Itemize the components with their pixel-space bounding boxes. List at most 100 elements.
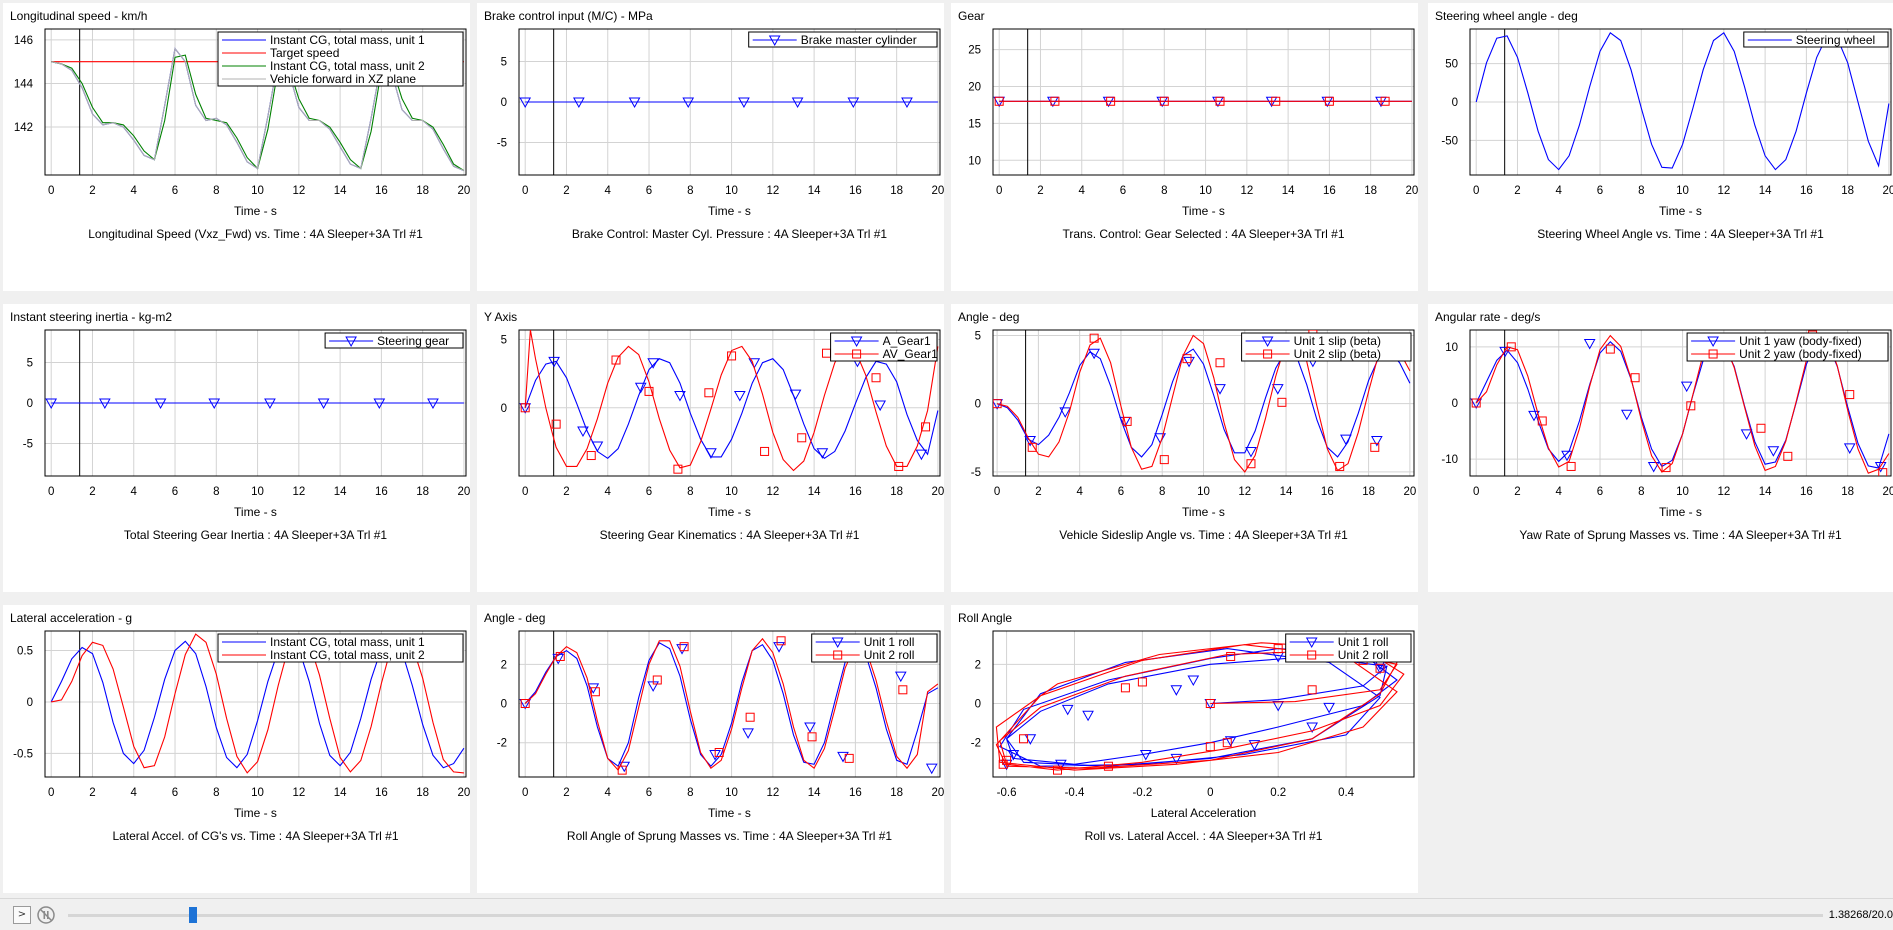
x-tick-label: 14 xyxy=(808,185,821,197)
chart-title: Y Axis xyxy=(484,310,517,324)
series-marker xyxy=(1120,683,1130,693)
series-marker xyxy=(1183,356,1195,368)
chart-long-speed: Longitudinal speed - km/h 0 2 4 6 8 10 12 14 16 18… xyxy=(10,9,470,241)
x-tick-label: 10 xyxy=(1676,486,1689,498)
x-tick-label: 16 xyxy=(375,486,388,498)
chart-roll-vs-lat: Roll Angle -0.6 -0.4 -0.2 0 0.2 0.4 -2 0 2 Unit 1 … xyxy=(958,611,1415,843)
series-marker xyxy=(1106,96,1116,106)
x-axis-label: Time - s xyxy=(1182,505,1225,519)
x-tick-label: 16 xyxy=(1800,486,1813,498)
chart-panel-steer-angle[interactable]: Steering wheel angle - deg 0 2 4 6 8 10 12 14 16 1… xyxy=(1428,3,1893,291)
chart-caption: Brake Control: Master Cyl. Pressure : 4A… xyxy=(572,227,887,241)
series-marker xyxy=(1686,401,1696,411)
x-tick-label: 0 xyxy=(48,486,54,498)
x-tick-label: 18 xyxy=(1841,185,1854,197)
chart-steer-kin: Y Axis 0 2 4 6 8 10 12 14 16 18 20 0 5 A_Gear1AV_Gear1… xyxy=(484,310,944,542)
stop-button[interactable] xyxy=(36,905,56,925)
x-tick-label: 2 xyxy=(89,185,95,197)
y-tick-label: 5 xyxy=(27,357,33,369)
series-marker xyxy=(874,400,887,412)
x-tick-label: 8 xyxy=(687,185,693,197)
x-tick-label: 16 xyxy=(375,185,388,197)
series-marker xyxy=(1756,423,1766,433)
chart-panel-gear[interactable]: Gear 0 2 4 6 8 10 12 14 16 18 20 10 15 20 25 Time - s Tra… xyxy=(951,3,1418,291)
series-marker xyxy=(1471,398,1481,408)
x-axis-label: Time - s xyxy=(708,505,751,519)
chart-panel-yaw-rate[interactable]: Angular rate - deg/s 0 2 4 6 8 10 12 14 16 18 20 -10… xyxy=(1428,304,1893,592)
series-marker xyxy=(1380,96,1390,106)
x-tick-label: 14 xyxy=(1759,486,1772,498)
series-marker xyxy=(898,685,908,695)
chart-title: Roll Angle xyxy=(958,611,1012,625)
chart-panel-roll-vs-lat[interactable]: Roll Angle -0.6 -0.4 -0.2 0 0.2 0.4 -2 0 2 Unit 1 … xyxy=(951,605,1418,893)
series-marker xyxy=(590,687,600,697)
chart-panel-long-speed[interactable]: Longitudinal speed - km/h 0 2 4 6 8 10 12 14 16 18… xyxy=(3,3,470,291)
x-tick-label: 18 xyxy=(416,185,429,197)
legend-box xyxy=(830,332,938,362)
series-marker xyxy=(1878,468,1888,476)
x-tick-label: 2 xyxy=(89,787,95,799)
series-marker xyxy=(1340,434,1352,446)
legend-marker xyxy=(850,336,863,348)
x-tick-label: 8 xyxy=(687,787,693,799)
series-marker xyxy=(1159,96,1169,106)
x-tick-label: 16 xyxy=(1800,185,1813,197)
series-marker xyxy=(1680,381,1693,393)
x-tick-label: 20 xyxy=(932,787,944,799)
series-marker xyxy=(1089,333,1099,343)
series-marker xyxy=(586,451,596,461)
chart-panel-brake[interactable]: Brake control input (M/C) - MPa 0 2 4 6 8 10 12… xyxy=(477,3,944,291)
x-tick-label: 16 xyxy=(375,787,388,799)
time-slider-track[interactable] xyxy=(68,914,1823,917)
x-tick-label: 18 xyxy=(890,486,903,498)
series-marker xyxy=(1620,409,1633,421)
series-marker xyxy=(644,386,654,396)
x-tick-label: 6 xyxy=(646,787,652,799)
x-tick-label: 4 xyxy=(131,787,138,799)
legend-label: Target speed xyxy=(270,46,339,60)
y-tick-label: 5 xyxy=(501,56,507,68)
chart-panel-steer-kin[interactable]: Y Axis 0 2 4 6 8 10 12 14 16 18 20 0 5 A_Gear1 AV_Gear1… xyxy=(477,304,944,592)
series-marker xyxy=(154,398,167,410)
x-axis-label: Lateral Acceleration xyxy=(1151,806,1256,820)
x-tick-label: 0 xyxy=(522,787,528,799)
x-tick-label: 0 xyxy=(522,486,528,498)
legend: Steering wheel xyxy=(1743,31,1889,48)
plot-frame xyxy=(44,329,467,477)
series-marker xyxy=(1215,96,1225,106)
chart-steer-inertia: Instant steering inertia - kg-m2 0 2 4 6 8 10 1… xyxy=(10,310,470,542)
legend-marker xyxy=(833,650,843,660)
series-group xyxy=(993,330,1411,473)
series-marker xyxy=(742,728,754,739)
series-marker xyxy=(1053,765,1063,775)
x-tick-label: 12 xyxy=(292,787,305,799)
series-marker xyxy=(1205,742,1215,752)
legend-label: Unit 2 roll xyxy=(864,648,915,662)
x-tick-label: 14 xyxy=(1280,486,1293,498)
x-tick-label: 4 xyxy=(1076,486,1083,498)
series-marker xyxy=(1159,455,1169,465)
x-axis-label: Time - s xyxy=(234,204,277,218)
legend-box xyxy=(217,633,464,663)
play-button[interactable]: > xyxy=(13,906,31,924)
chart-panel-lat-acc[interactable]: Lateral acceleration - g 0 2 4 6 8 10 12 14 16 18 2… xyxy=(3,605,470,893)
series-marker xyxy=(1027,442,1037,452)
series-group xyxy=(995,642,1405,775)
chart-yaw-rate: Angular rate - deg/s 0 2 4 6 8 10 12 14 16 18 20 -10… xyxy=(1435,310,1893,542)
chart-panel-sideslip[interactable]: Angle - deg 0 2 4 6 8 10 12 14 16 18 20 -5 0 5 Unit 1 s… xyxy=(951,304,1418,592)
series-marker xyxy=(1226,651,1236,661)
chart-steer-angle: Steering wheel angle - deg 0 2 4 6 8 10 12 14 16 1… xyxy=(1435,9,1893,241)
time-slider-thumb[interactable] xyxy=(189,907,198,923)
y-tick-label: 0 xyxy=(975,699,981,711)
chart-panel-steer-inertia[interactable]: Instant steering inertia - kg-m2 0 2 4 6 8 10 1… xyxy=(3,304,470,592)
y-tick-label: 142 xyxy=(14,122,33,134)
series-marker xyxy=(738,97,750,109)
y-tick-label: 0 xyxy=(501,97,507,109)
series-marker xyxy=(208,398,221,410)
y-tick-label: -10 xyxy=(1441,454,1458,466)
chart-panel-roll[interactable]: Angle - deg 0 2 4 6 8 10 12 14 16 18 20 -2 0 2 Unit 1 r… xyxy=(477,605,944,893)
x-tick-label: 20 xyxy=(458,185,470,197)
time-readout: 1.38268/20.0 xyxy=(1828,909,1893,921)
